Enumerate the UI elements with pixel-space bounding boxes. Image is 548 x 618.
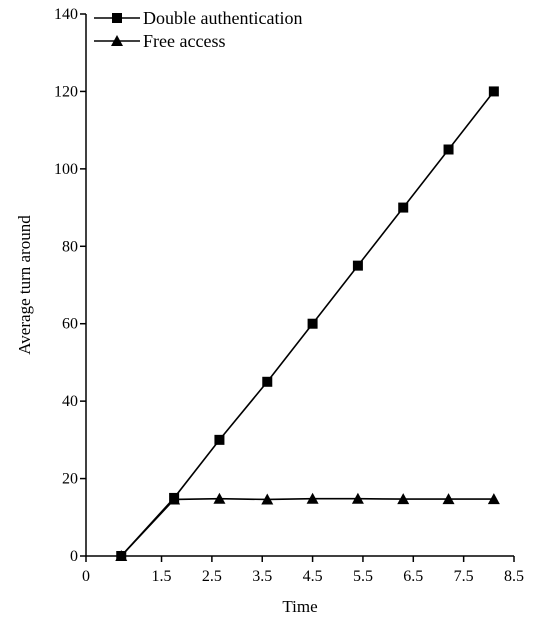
y-tick-label: 20 bbox=[62, 471, 78, 488]
x-tick-label: 5.5 bbox=[353, 568, 373, 585]
data-point-free-access bbox=[306, 492, 319, 504]
data-point-free-access bbox=[442, 493, 455, 505]
y-tick-label: 100 bbox=[54, 161, 78, 178]
series-line-double-authentication bbox=[120, 90, 495, 557]
series-free-access bbox=[115, 492, 500, 561]
series-layer bbox=[115, 86, 500, 561]
y-tick-label: 80 bbox=[62, 238, 78, 255]
axes bbox=[85, 14, 514, 557]
legend-label-free-access: Free access bbox=[143, 31, 225, 51]
x-tick-label: 4.5 bbox=[303, 568, 323, 585]
data-point-free-access bbox=[168, 493, 181, 505]
x-tick-label: 8.5 bbox=[504, 568, 524, 585]
data-point-free-access bbox=[351, 492, 364, 504]
legend-item-double-authentication: Double authentication bbox=[94, 8, 302, 28]
legend-marker-double-authentication bbox=[112, 13, 122, 23]
x-tick-label: 0 bbox=[82, 568, 90, 585]
x-tick-label: 2.5 bbox=[202, 568, 222, 585]
series-double-authentication bbox=[116, 86, 499, 561]
data-point-double-authentication bbox=[443, 144, 454, 155]
legend-marker-free-access bbox=[111, 35, 123, 46]
x-tick-label: 7.5 bbox=[454, 568, 474, 585]
x-tick-label: 6.5 bbox=[403, 568, 423, 585]
y-tick-label: 120 bbox=[54, 83, 78, 100]
data-point-free-access bbox=[397, 493, 410, 505]
data-point-double-authentication bbox=[214, 434, 225, 445]
y-tick-label: 60 bbox=[62, 316, 78, 333]
data-point-double-authentication bbox=[352, 260, 363, 271]
data-point-double-authentication bbox=[262, 376, 273, 387]
data-point-double-authentication bbox=[307, 318, 318, 329]
data-point-free-access bbox=[213, 492, 226, 504]
series-line-free-access bbox=[120, 497, 494, 557]
legend-label-double-authentication: Double authentication bbox=[143, 8, 302, 28]
y-tick-label: 140 bbox=[54, 6, 78, 23]
y-axis-title: Average turn around bbox=[15, 215, 34, 355]
x-tick-label: 3.5 bbox=[252, 568, 272, 585]
y-tick-label: 40 bbox=[62, 393, 78, 410]
ticks: 0 20 40 60 80 100 120 140 0 1.5 2.5 3.5 4.5 5.5 6.5 7.5… bbox=[54, 6, 524, 585]
data-point-double-authentication bbox=[488, 86, 499, 97]
data-point-free-access bbox=[261, 493, 274, 505]
y-tick-label: 0 bbox=[70, 548, 78, 565]
legend-item-free-access: Free access bbox=[94, 31, 225, 51]
data-point-free-access bbox=[115, 550, 128, 561]
data-point-free-access bbox=[487, 493, 500, 505]
x-tick-label: 1.5 bbox=[152, 568, 172, 585]
data-point-double-authentication bbox=[398, 202, 409, 213]
x-axis-title: Time bbox=[282, 597, 317, 616]
legend: Double authentication Free access bbox=[94, 8, 302, 51]
